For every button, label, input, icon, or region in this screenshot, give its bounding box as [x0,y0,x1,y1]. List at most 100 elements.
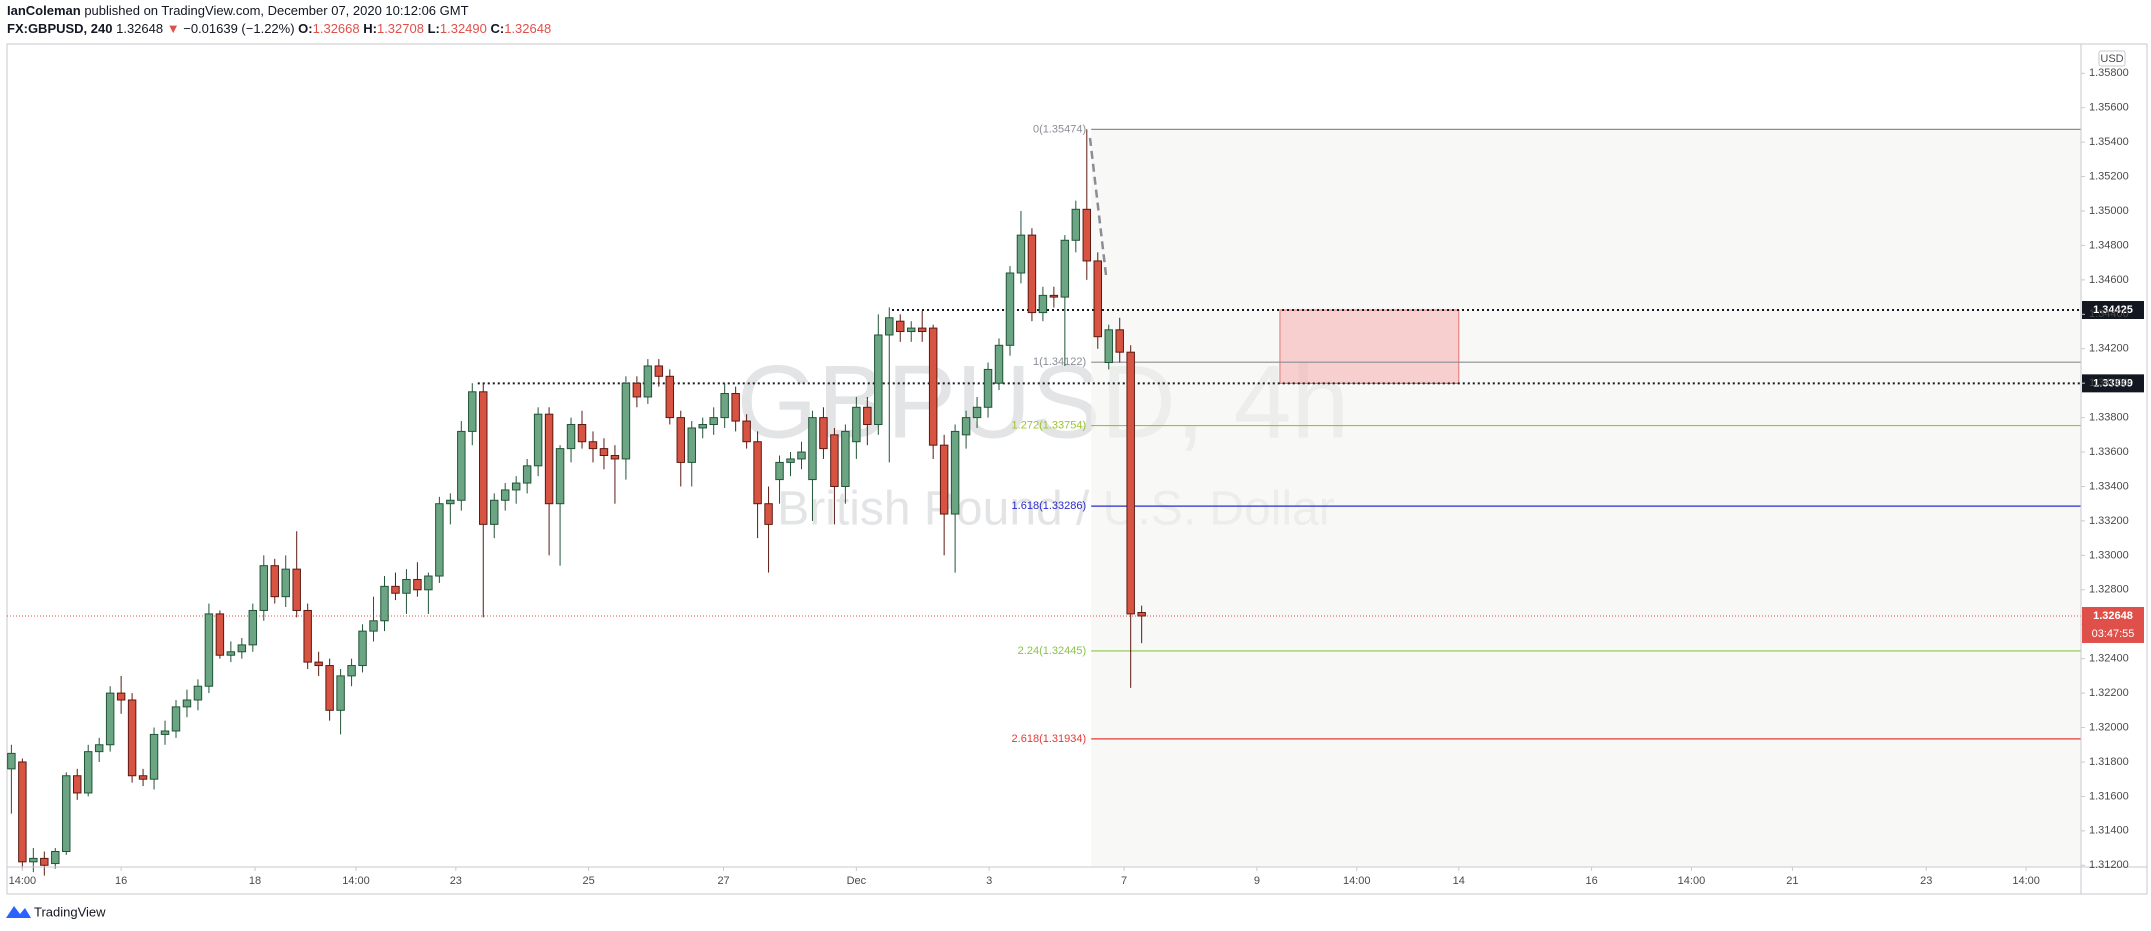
footer: TradingView [6,904,106,919]
brand-logo [6,906,31,918]
candle-body [1016,234,1026,274]
level-price-label: 1.34425 [2093,304,2133,316]
candle-body [852,406,861,443]
candle-body [731,393,740,422]
candle-body [215,613,225,656]
y-tick-label: 1.35800 [2089,67,2129,79]
drawings-layer: 0(1.35474) 1(1.34122) 1.272(1.33754) 1.618(… [7,123,2081,745]
candle-body [742,420,751,443]
candle-body [753,441,762,505]
candle-body [961,417,971,436]
x-tick-label: 14:00 [2012,875,2040,887]
candle-body [270,565,279,598]
y-tick-label: 1.33800 [2089,412,2129,424]
y-tick-label: 1.33200 [2089,515,2129,527]
candle-body [709,417,718,426]
candle-body [720,393,729,419]
ohlc-value: 1.32648 [504,21,551,36]
candle-body [182,699,192,708]
currency: USD [2100,53,2123,65]
ohlc-value: 1.32490 [440,21,487,36]
y-tick-label: 1.32400 [2089,653,2129,665]
fib-background [1091,129,2081,867]
candle-body [29,857,38,863]
candle-body [116,692,126,701]
candle-body [51,851,60,865]
y-tick-label: 1.34000 [2089,377,2129,389]
currency-box [2098,50,2126,67]
candle-body [40,857,49,866]
ohlc-label: L: [428,21,440,36]
candle-body [676,417,686,463]
level-price-box [2082,301,2144,320]
fib-label: 1.618(1.33286) [1012,500,1087,512]
candle-body [7,752,16,770]
candle-body [643,365,653,398]
x-tick-label: 16 [115,875,127,887]
candle-body [83,751,93,794]
fib-label: 2.24(1.32445) [1018,645,1087,657]
candle-body [325,665,334,711]
candle-body [314,661,323,667]
candle-body [1060,239,1070,298]
header: IanColeman published on TradingView.com,… [7,3,551,36]
y-tick-label: 1.31800 [2089,756,2129,768]
y-tick-label: 1.35000 [2089,205,2129,217]
candle-body [917,327,927,333]
x-tick-label: 27 [717,875,729,887]
supply-zone [1279,309,1460,384]
x-tick-label: 14 [1453,875,1465,887]
x-tick-label: 14:00 [1343,875,1371,887]
candle-body [819,417,828,450]
x-tick-label: Dec [847,875,867,887]
candle-body [599,448,609,457]
candle-body [402,578,411,594]
candle-body [983,368,993,408]
candle-body [830,434,839,487]
candle-body [391,585,400,594]
candle-body [1071,208,1081,241]
candle-body [281,568,290,598]
x-tick-label: 23 [1920,875,1932,887]
candle-body [632,382,642,398]
candle-body [1049,294,1059,298]
y-tick-label: 1.34400 [2089,308,2129,320]
x-tick-label: 14:00 [9,875,37,887]
x-tick-label: 18 [249,875,261,887]
candle-body [369,620,378,632]
candle-body [808,417,817,481]
candle-body [226,651,236,656]
y-tick-label: 1.34200 [2089,343,2129,355]
y-tick-label: 1.34600 [2089,274,2129,286]
candle-body [468,391,477,432]
candle-body [874,334,883,426]
y-tick-label: 1.31600 [2089,790,2129,802]
x-tick-label: 7 [1121,875,1127,887]
candle-body [896,320,905,333]
candle-body [610,455,620,460]
candle-body [347,665,356,677]
x-tick-label: 23 [450,875,462,887]
y-tick-label: 1.35600 [2089,102,2129,114]
published: published on TradingView.com, December 0… [84,3,468,18]
candle-body [665,375,675,419]
candle-body [1104,329,1113,364]
candle-body [1005,272,1015,346]
candle-body [248,609,258,646]
fib-label: 1(1.34122) [1033,356,1086,368]
candle-body [204,613,214,687]
fib-label: 1.272(1.33754) [1012,419,1087,431]
candle-body [1115,329,1124,353]
y-tick-label: 1.32000 [2089,721,2129,733]
candle-body [566,424,576,450]
candle-body [303,609,312,663]
author: IanColeman [7,3,81,18]
candle-body [62,775,71,853]
change: −0.01639 (−1.22%) [183,21,294,36]
candle-body [358,630,367,667]
candle-body [1093,260,1103,338]
candle-body [775,461,784,481]
current-price-label: 1.32648 [2093,610,2133,622]
candle-body [160,730,170,735]
